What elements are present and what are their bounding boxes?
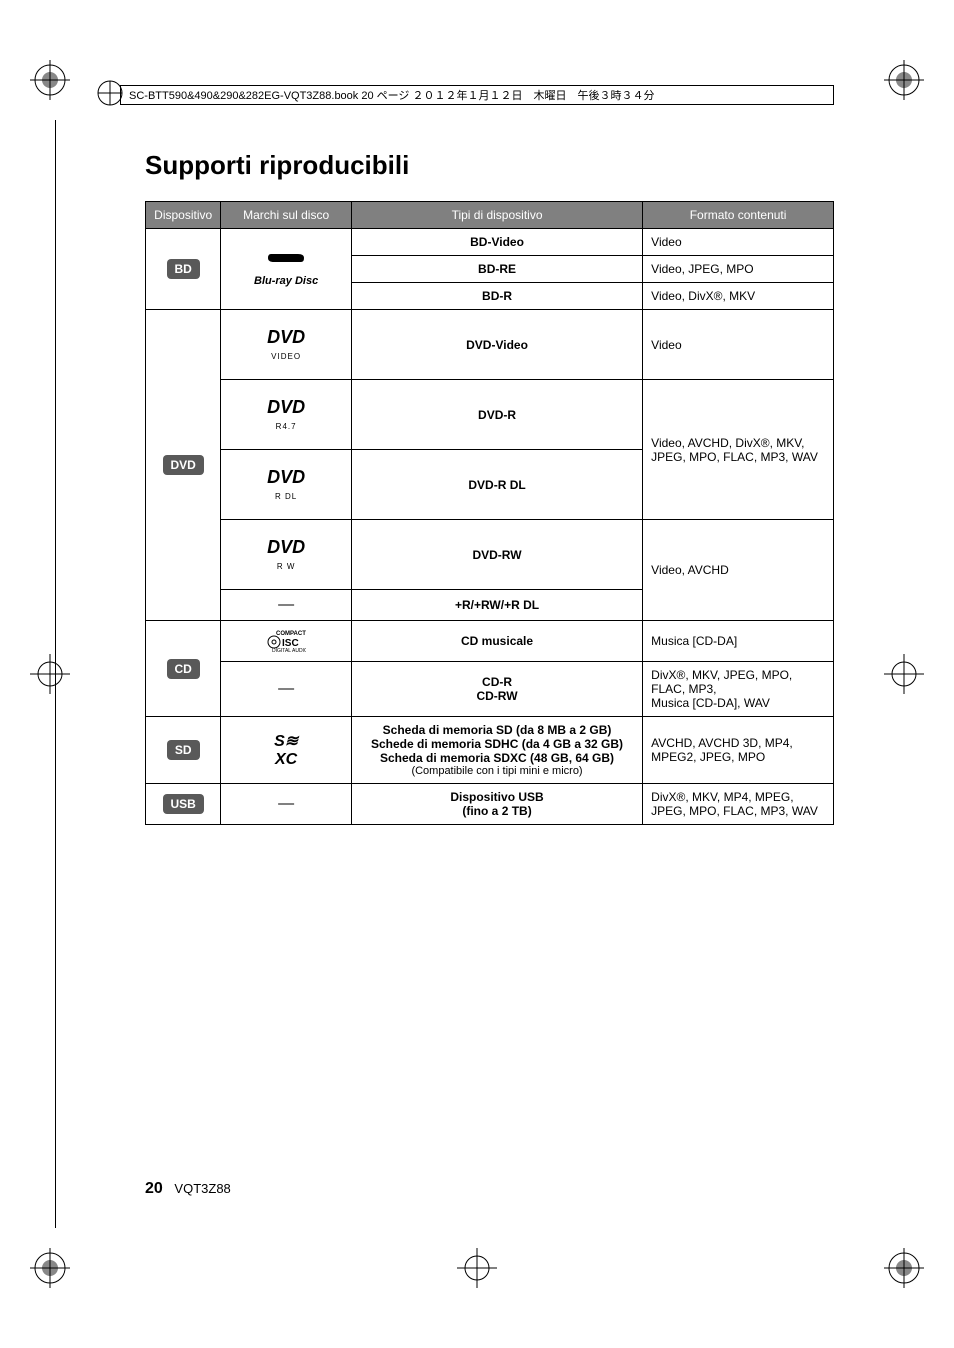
table-row: USB — Dispositivo USB (fino a 2 TB) DivX… xyxy=(146,784,834,825)
crop-mark-mid-right xyxy=(884,654,924,694)
table-row: — CD-R CD-RW DivX®, MKV, JPEG, MPO, FLAC… xyxy=(146,662,834,717)
cell-format: AVCHD, AVCHD 3D, MP4, MPEG2, JPEG, MPO xyxy=(643,717,834,784)
cell-type: Dispositivo USB (fino a 2 TB) xyxy=(351,784,642,825)
cell-type: +R/+RW/+R DL xyxy=(351,590,642,621)
cell-format: Video xyxy=(643,310,834,380)
cell-format: Musica [CD-DA] xyxy=(643,621,834,662)
cell-format: Video, AVCHD, DivX®, MKV, JPEG, MPO, FLA… xyxy=(643,380,834,520)
cell-type: CD musicale xyxy=(351,621,642,662)
logo-dvd-r47: DVDR4.7 xyxy=(221,380,352,450)
logo-dash: — xyxy=(221,784,352,825)
media-table: Dispositivo Marchi sul disco Tipi di dis… xyxy=(145,201,834,825)
table-row: CD COMPACTISCDIGITAL AUDIO CD musicale M… xyxy=(146,621,834,662)
cell-format: Video, JPEG, MPO xyxy=(643,256,834,283)
logo-dvd-rdl: DVDR DL xyxy=(221,450,352,520)
crop-mark-top-left xyxy=(30,60,70,100)
cell-format: Video xyxy=(643,229,834,256)
crop-mark-bottom-right xyxy=(884,1248,924,1288)
table-row: SD S≋XC Scheda di memoria SD (da 8 MB a … xyxy=(146,717,834,784)
logo-cd: COMPACTISCDIGITAL AUDIO xyxy=(221,621,352,662)
cell-type-sd: Scheda di memoria SD (da 8 MB a 2 GB) Sc… xyxy=(351,717,642,784)
th-logo: Marchi sul disco xyxy=(221,202,352,229)
logo-dvd-video: DVDVIDEO xyxy=(221,310,352,380)
header-bar: SC-BTT590&490&290&282EG-VQT3Z88.book 20 … xyxy=(120,85,834,105)
cell-type: DVD-RW xyxy=(351,520,642,590)
device-badge-cd: CD xyxy=(167,659,200,679)
footer-code: VQT3Z88 xyxy=(174,1181,230,1196)
cell-type: BD-Video xyxy=(351,229,642,256)
cell-type: BD-RE xyxy=(351,256,642,283)
device-badge-dvd: DVD xyxy=(163,455,204,475)
crop-mark-mid-bottom xyxy=(457,1248,497,1288)
logo-dash: — xyxy=(221,662,352,717)
cell-format: Video, DivX®, MKV xyxy=(643,283,834,310)
crop-mark-top-right xyxy=(884,60,924,100)
page-number: 20 xyxy=(145,1180,163,1197)
device-badge-bd: BD xyxy=(167,259,200,279)
cell-type: CD-R CD-RW xyxy=(351,662,642,717)
device-badge-usb: USB xyxy=(163,794,204,814)
svg-text:COMPACT: COMPACT xyxy=(276,631,306,637)
table-row: DVD DVDVIDEO DVD-Video Video xyxy=(146,310,834,380)
logo-dash: — xyxy=(221,590,352,621)
cell-type: DVD-R xyxy=(351,380,642,450)
svg-text:DIGITAL AUDIO: DIGITAL AUDIO xyxy=(272,648,306,652)
crop-mark-mid-left xyxy=(30,654,70,694)
th-type: Tipi di dispositivo xyxy=(351,202,642,229)
table-row: DVDR W DVD-RW Video, AVCHD xyxy=(146,520,834,590)
cell-type: DVD-R DL xyxy=(351,450,642,520)
cell-type: BD-R xyxy=(351,283,642,310)
crop-mark-bottom-left xyxy=(30,1248,70,1288)
logo-dvd-rw: DVDR W xyxy=(221,520,352,590)
header-text: SC-BTT590&490&290&282EG-VQT3Z88.book 20 … xyxy=(129,87,654,103)
cell-format: DivX®, MKV, MP4, MPEG, JPEG, MPO, FLAC, … xyxy=(643,784,834,825)
table-row: BD Blu-ray Disc BD-Video Video xyxy=(146,229,834,256)
device-badge-sd: SD xyxy=(167,740,200,760)
cell-type: DVD-Video xyxy=(351,310,642,380)
th-device: Dispositivo xyxy=(146,202,221,229)
logo-bluray: Blu-ray Disc xyxy=(221,229,352,310)
page-title: Supporti riproducibili xyxy=(145,150,834,181)
table-row: DVDR4.7 DVD-R Video, AVCHD, DivX®, MKV, … xyxy=(146,380,834,450)
page-footer: 20 VQT3Z88 xyxy=(145,1180,231,1198)
cell-format: Video, AVCHD xyxy=(643,520,834,621)
th-format: Formato contenuti xyxy=(643,202,834,229)
logo-sd: S≋XC xyxy=(221,717,352,784)
cell-format: DivX®, MKV, JPEG, MPO, FLAC, MP3, Musica… xyxy=(643,662,834,717)
